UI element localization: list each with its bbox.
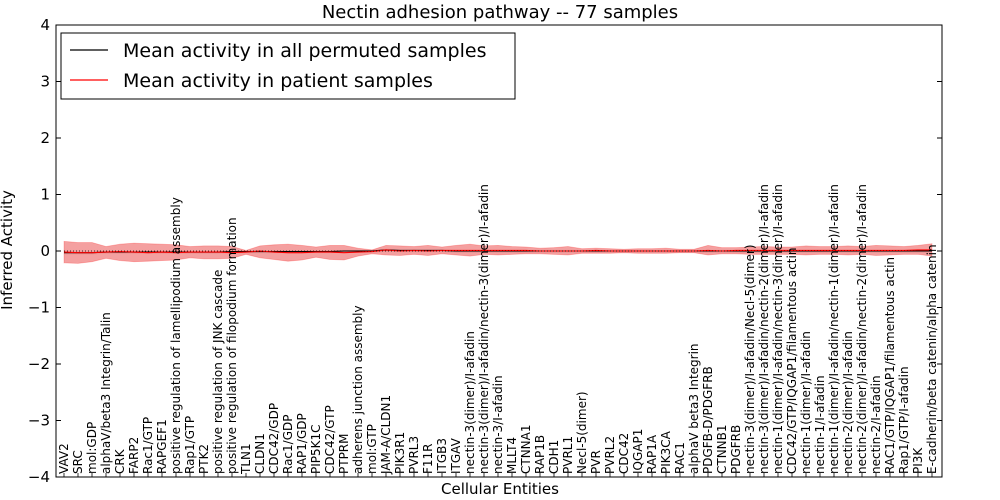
x-tick-label: Rac1/GDP (281, 415, 295, 474)
x-tick-label: nectin-1(dimer)/I-afadin (799, 331, 813, 474)
legend-label-patient: Mean activity in patient samples (123, 70, 433, 92)
chart-title: Nectin adhesion pathway -- 77 samples (322, 2, 678, 23)
x-tick-label: CRK (113, 448, 127, 474)
y-tick-label: −3 (28, 412, 50, 430)
x-tick-label: CTNNB1 (715, 424, 729, 474)
y-tick-label: −4 (28, 468, 50, 486)
x-tick-label: nectin-3(dimer)/I-afadin/Necl-5(dimer) (743, 244, 757, 474)
x-tick-label: CLDN1 (253, 433, 267, 474)
x-tick-label: FARP2 (127, 437, 141, 474)
legend: Mean activity in all permuted samples Me… (60, 32, 516, 100)
x-tick-label: Rap1/GTP/I-afadin (897, 366, 911, 474)
x-tick-label: PVRL1 (561, 436, 575, 474)
x-tick-label: nectin-3(dimer)/I-afadin/nectin-3(dimer)… (477, 184, 491, 474)
legend-box (60, 32, 516, 100)
patient-band (63, 240, 933, 264)
x-tick-label: CDC42 (617, 433, 631, 474)
x-tick-label: RAC1 (673, 442, 687, 474)
x-tick-label: CTNNA1 (519, 424, 533, 474)
x-tick-label: nectin-2(dimer)/I-afadin/nectin-2(dimer)… (855, 184, 869, 474)
x-tick-label: PIK3CA (659, 430, 673, 474)
x-tick-label: ITGAV (449, 437, 463, 474)
x-tick-label: nectin-2(dimer)/I-afadin (841, 331, 855, 474)
x-tick-label: Rap1/GTP (183, 416, 197, 474)
x-axis-label: Cellular Entities (441, 480, 559, 498)
x-tick-label: nectin-1(dimer)/I-afadin/nectin-3(dimer)… (771, 184, 785, 474)
x-tick-label: nectin-1(dimer)/I-afadin/nectin-1(dimer)… (827, 184, 841, 474)
y-tick-label: 1 (40, 186, 50, 204)
x-tick-label: TLN1 (239, 443, 253, 475)
x-tick-label: CDH1 (547, 440, 561, 474)
x-tick-label: RAP1B (533, 435, 547, 474)
x-tick-label: positive regulation of JNK cascade (211, 270, 225, 474)
x-tick-label: IQGAP1 (631, 429, 645, 474)
x-tick-label: nectin-3(dimer)/I-afadin/nectin-2(dimer)… (757, 184, 771, 474)
x-tick-label: RAPGEF1 (155, 419, 169, 474)
x-tick-label: CDC42/GDP (267, 403, 281, 474)
x-tick-label: nectin-3(dimer)/I-afadin (463, 331, 477, 474)
x-tick-label: alphaV/beta3 Integrin/Talin (99, 312, 113, 474)
x-tick-label: PIP5K1C (309, 424, 323, 474)
x-tick-label: PIK3R1 (393, 432, 407, 474)
y-tick-label: 2 (40, 129, 50, 147)
x-tick-label: nectin-3/I-afadin (491, 375, 505, 474)
x-tick-label: RAP1/GDP (295, 413, 309, 474)
x-tick-label: mol:GDP (85, 422, 99, 474)
x-tick-label: nectin-1/I-afadin (813, 375, 827, 474)
series-lines (63, 249, 932, 254)
x-tick-label: ITGB3 (435, 438, 449, 474)
x-tick-label: adherens junction assembly (351, 305, 365, 474)
x-tick-label: PTPRM (337, 434, 351, 475)
x-tick-label: E-cadherin/beta catenin/alpha catenin (925, 244, 939, 474)
x-tick-label: RAC1/GTP/IQGAP1/filamentous actin (883, 257, 897, 474)
x-tick-label: alphaV beta3 Integrin (687, 343, 701, 474)
plot-frame (55, 24, 943, 478)
y-tick-label: 3 (40, 73, 50, 91)
x-tick-label: CDC42/GTP (323, 405, 337, 474)
x-tick-label: PDGFB-D/PDGFRB (701, 366, 715, 474)
x-axis-category-labels: VAV2 SRC mol:GDP alphaV/beta3 Integrin/Tali… (57, 184, 939, 477)
y-tick-label: −1 (28, 299, 50, 317)
x-tick-label: JAM-A/CLDN1 (379, 395, 393, 475)
y-tick-label: 0 (40, 242, 50, 260)
x-tick-label: nectin-2/I-afadin (869, 375, 883, 474)
x-tick-label: MLLT4 (505, 437, 519, 474)
x-tick-label: PDGFRB (729, 425, 743, 474)
y-axis-ticks: −4 −3 −2 −1 0 1 2 3 4 (28, 16, 942, 486)
x-tick-label: SRC (71, 450, 85, 474)
legend-label-permuted: Mean activity in all permuted samples (123, 40, 486, 62)
patient-mean-line (63, 249, 932, 254)
x-tick-label: positive regulation of filopodium format… (225, 217, 239, 474)
x-tick-label: PTK2 (197, 444, 211, 474)
y-axis-label: Inferred Activity (0, 190, 16, 310)
x-tick-label: PVRL3 (407, 436, 421, 474)
x-tick-label: F11R (421, 443, 435, 474)
y-tick-label: −2 (28, 355, 50, 373)
x-tick-label: CDC42/GTP/IQGAP1/filamentous actin (785, 248, 799, 474)
x-tick-label: Necl-5(dimer) (575, 391, 589, 474)
x-tick-label: mol:GTP (365, 424, 379, 474)
x-tick-label: positive regulation of lamellipodium ass… (169, 197, 183, 474)
x-tick-label: Rac1/GTP (141, 417, 155, 474)
y-tick-label: 4 (40, 16, 50, 34)
x-tick-label: PI3K (911, 447, 925, 474)
x-tick-label: PVRL2 (603, 436, 617, 474)
x-tick-label: PVR (589, 450, 603, 474)
x-tick-label: VAV2 (57, 443, 71, 474)
x-tick-label: RAP1A (645, 434, 659, 474)
